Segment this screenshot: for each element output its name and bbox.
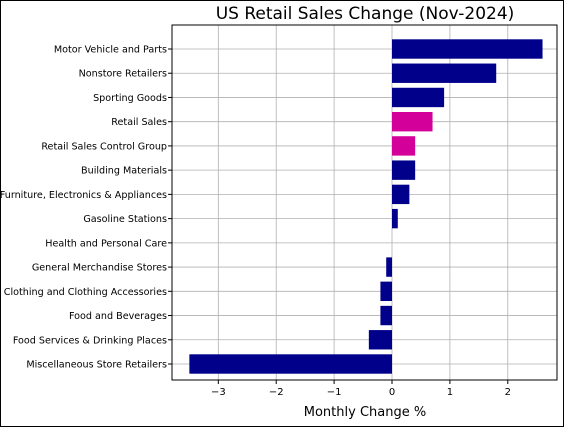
bar: [392, 184, 410, 205]
bar: [392, 160, 416, 180]
x-axis-ticks: −3 −2 −1 0 1 2: [211, 380, 511, 398]
x-tick-label: 1: [447, 387, 453, 398]
category-label: Furniture, Electronics & Appliances: [1, 190, 167, 201]
category-label: Food Services & Drinking Places: [13, 335, 167, 346]
category-labels: Motor Vehicle and Parts Nonstore Retailer…: [1, 45, 172, 371]
bar: [368, 330, 392, 350]
category-label: Food and Beverages: [69, 311, 167, 322]
chart-title: US Retail Sales Change (Nov-2024): [216, 4, 515, 24]
bar: [189, 354, 392, 374]
category-label: Sporting Goods: [93, 93, 167, 104]
bars: [189, 39, 543, 374]
category-label: Retail Sales: [111, 117, 167, 128]
category-label: Gasoline Stations: [83, 214, 167, 225]
category-label: Clothing and Clothing Accessories: [4, 287, 167, 298]
category-label: Nonstore Retailers: [79, 69, 167, 80]
x-axis-label: Monthly Change %: [304, 405, 426, 420]
category-label: General Merchandise Stores: [32, 263, 167, 274]
bar: [386, 257, 392, 277]
bar: [392, 39, 543, 59]
category-label: Motor Vehicle and Parts: [54, 45, 167, 56]
bar: [392, 136, 416, 156]
x-tick-label: −2: [269, 387, 284, 398]
bar: [392, 63, 497, 83]
bar: [392, 112, 433, 132]
bar: [392, 208, 398, 229]
grid-lines: [172, 25, 557, 380]
category-label: Miscellaneous Store Retailers: [26, 360, 167, 371]
bar: [380, 281, 392, 301]
x-tick-label: −3: [211, 387, 226, 398]
x-tick-label: 0: [389, 387, 395, 398]
category-label: Health and Personal Care: [45, 238, 167, 249]
x-tick-label: −1: [327, 387, 342, 398]
bar: [392, 87, 445, 108]
category-label: Retail Sales Control Group: [41, 141, 167, 152]
bar: [380, 305, 392, 326]
plot-area: [171, 24, 558, 381]
x-tick-label: 2: [505, 387, 511, 398]
category-label: Building Materials: [81, 166, 167, 177]
